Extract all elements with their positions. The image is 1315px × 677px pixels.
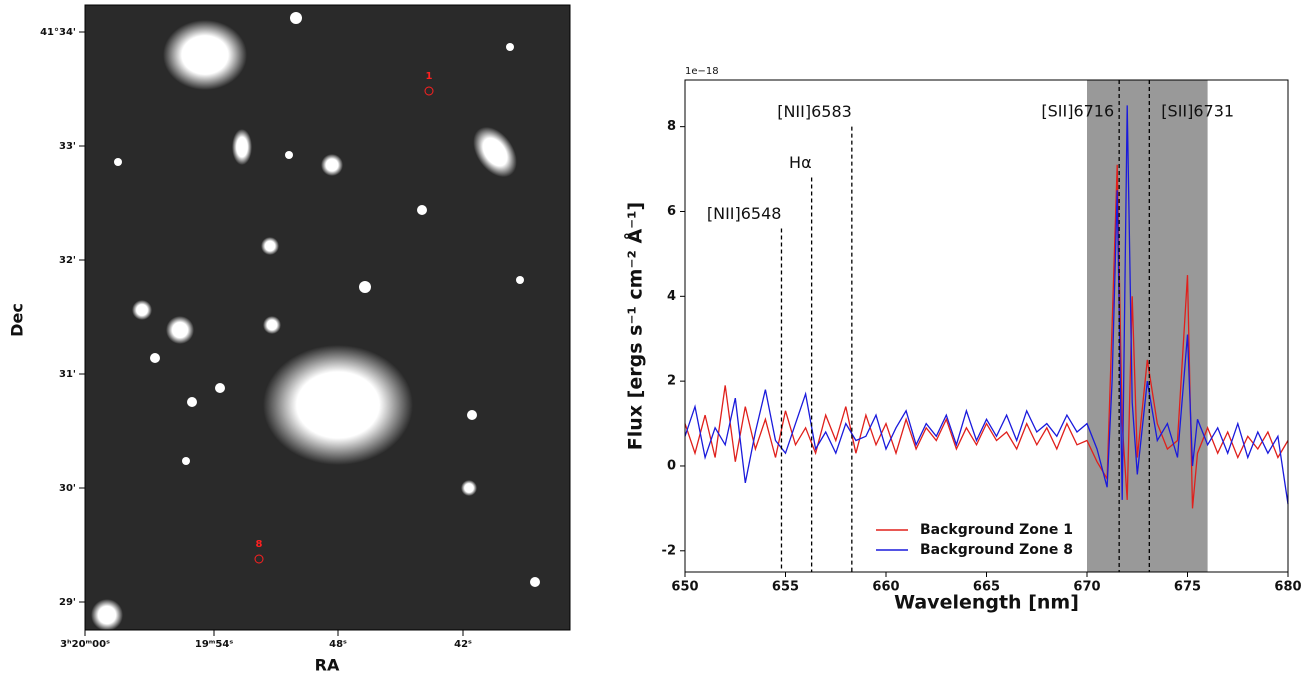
- x-tick-label: 3ʰ20ᵐ00ˢ: [60, 639, 110, 650]
- line-annotation: [NII]6583: [777, 102, 852, 121]
- star: [215, 383, 225, 393]
- x-tick-label: 48ˢ: [329, 639, 347, 650]
- marker-label: 1: [426, 71, 433, 82]
- y-tick-label: 8: [667, 119, 676, 134]
- line-annotation: [SII]6716: [1041, 102, 1114, 121]
- star: [187, 397, 197, 407]
- legend-box: [870, 516, 1060, 564]
- star: [132, 300, 152, 320]
- x-axis-label: RA: [315, 656, 340, 675]
- x-tick-label: 660: [872, 580, 899, 595]
- star: [114, 158, 122, 166]
- highlight-span: [1087, 80, 1208, 572]
- y-tick-label: 31': [59, 369, 76, 380]
- image-background: [85, 5, 570, 630]
- star: [91, 599, 123, 631]
- legend-label: Background Zone 1: [920, 522, 1073, 538]
- y-axis-label: Flux [ergs s⁻¹ cm⁻² Å⁻¹]: [623, 202, 647, 450]
- star: [290, 12, 302, 24]
- y-tick-label: -2: [662, 543, 676, 558]
- star: [417, 205, 427, 215]
- y-axis-label: Dec: [8, 303, 27, 337]
- star: [516, 276, 524, 284]
- star: [506, 43, 514, 51]
- y-tick-label: 0: [667, 458, 676, 473]
- y-tick-label: 2: [667, 374, 676, 389]
- spectrum-panel: [NII]6548 Hα [NII]6583 [SII]6716 [SII]6731 65…: [623, 66, 1302, 614]
- image-panel: 3ʰ20ᵐ00ˢ 19ᵐ54ˢ 48ˢ 42ˢ 41°34' 33' 32' 31' 30' 29…: [8, 27, 473, 675]
- star: [321, 154, 343, 176]
- line-annotation: [NII]6548: [707, 204, 782, 223]
- star: [166, 316, 194, 344]
- y-tick-label: 33': [59, 141, 76, 152]
- x-tick-label: 670: [1073, 580, 1100, 595]
- y-tick-label: 41°34': [40, 27, 76, 38]
- star: [263, 316, 281, 334]
- y-tick-label: 32': [59, 255, 76, 266]
- marker-circle: [424, 86, 434, 96]
- star: [359, 281, 371, 293]
- x-tick-label: 680: [1274, 580, 1301, 595]
- line-annotation: Hα: [789, 153, 812, 172]
- series-line: [684, 105, 1289, 505]
- x-tick-label: 19ᵐ54ˢ: [195, 639, 233, 650]
- y-tick-label: 6: [667, 204, 676, 219]
- star: [467, 410, 477, 420]
- x-tick-label: 655: [772, 580, 799, 595]
- sky-image: [85, 5, 570, 631]
- star: [150, 353, 160, 363]
- star: [530, 577, 540, 587]
- x-tick-label: 675: [1174, 580, 1201, 595]
- line-annotation: [SII]6731: [1161, 102, 1234, 121]
- galaxy: [473, 126, 517, 178]
- x-tick-label: 650: [671, 580, 698, 595]
- marker-label: 8: [256, 539, 263, 550]
- y-tick-label: 4: [667, 289, 676, 304]
- star: [182, 457, 190, 465]
- x-tick-label: 665: [973, 580, 1000, 595]
- axis-offset-label: 1e−18: [685, 66, 719, 77]
- y-tick-label: 29': [59, 597, 76, 608]
- y-tick-label: 30': [59, 483, 76, 494]
- star: [285, 151, 293, 159]
- legend-label: Background Zone 8: [920, 542, 1073, 558]
- x-tick-label: 42ˢ: [454, 639, 472, 650]
- galaxy: [263, 345, 413, 465]
- marker-circle: [254, 554, 264, 564]
- image-frame: [84, 4, 571, 631]
- star: [461, 480, 477, 496]
- star: [261, 237, 279, 255]
- galaxy: [232, 129, 252, 165]
- galaxy: [163, 20, 247, 90]
- x-axis-label: Wavelength [nm]: [894, 592, 1079, 614]
